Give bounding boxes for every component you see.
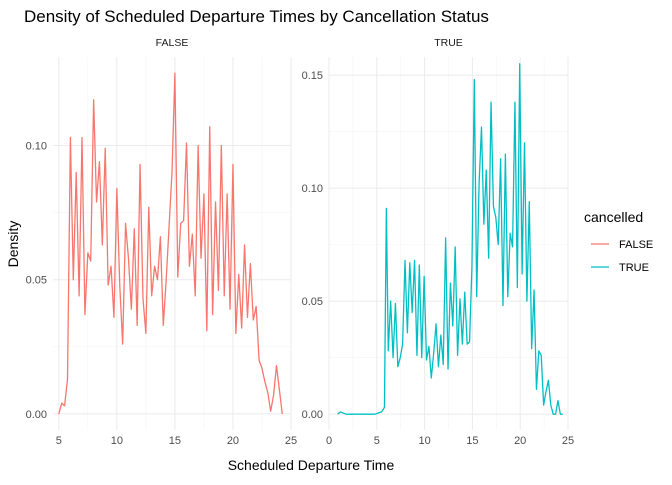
y-tick-label: 0.10 bbox=[302, 183, 323, 195]
strip-label-false: FALSE bbox=[156, 37, 189, 49]
x-tick-label: 5 bbox=[374, 435, 380, 447]
strip-label-true: TRUE bbox=[434, 37, 463, 49]
x-tick-label: 25 bbox=[562, 435, 574, 447]
x-axis-title: Scheduled Departure Time bbox=[228, 457, 395, 473]
legend-label-true: TRUE bbox=[619, 262, 649, 274]
x-tick-label: 25 bbox=[285, 435, 297, 447]
legend: cancelled FALSE TRUE bbox=[584, 209, 653, 274]
x-tick-label: 5 bbox=[56, 435, 62, 447]
x-tick-label: 20 bbox=[227, 435, 239, 447]
panel-true: TRUE 0 5 10 15 20 25 0.00 0.05 0.10 0.15 bbox=[302, 37, 575, 447]
x-tick-label: 10 bbox=[111, 435, 123, 447]
y-tick-label: 0.15 bbox=[302, 70, 323, 82]
x-tick-label: 15 bbox=[169, 435, 181, 447]
chart-title: Density of Scheduled Departure Times by … bbox=[24, 7, 489, 26]
x-tick-label: 0 bbox=[326, 435, 332, 447]
x-tick-label: 15 bbox=[466, 435, 478, 447]
x-tick-label: 20 bbox=[514, 435, 526, 447]
density-line-false bbox=[58, 72, 283, 415]
density-line-true bbox=[337, 63, 563, 415]
legend-title: cancelled bbox=[584, 209, 643, 225]
legend-label-false: FALSE bbox=[619, 239, 653, 251]
y-tick-label: 0.00 bbox=[26, 409, 47, 421]
y-tick-label: 0.05 bbox=[302, 296, 323, 308]
panel-false: FALSE 5 10 15 20 25 0.00 0.05 0.10 bbox=[26, 37, 298, 447]
y-tick-label: 0.10 bbox=[26, 141, 47, 153]
y-tick-label: 0.05 bbox=[26, 275, 47, 287]
y-axis-title: Density bbox=[5, 221, 21, 268]
y-tick-label: 0.00 bbox=[302, 409, 323, 421]
x-tick-label: 10 bbox=[418, 435, 430, 447]
